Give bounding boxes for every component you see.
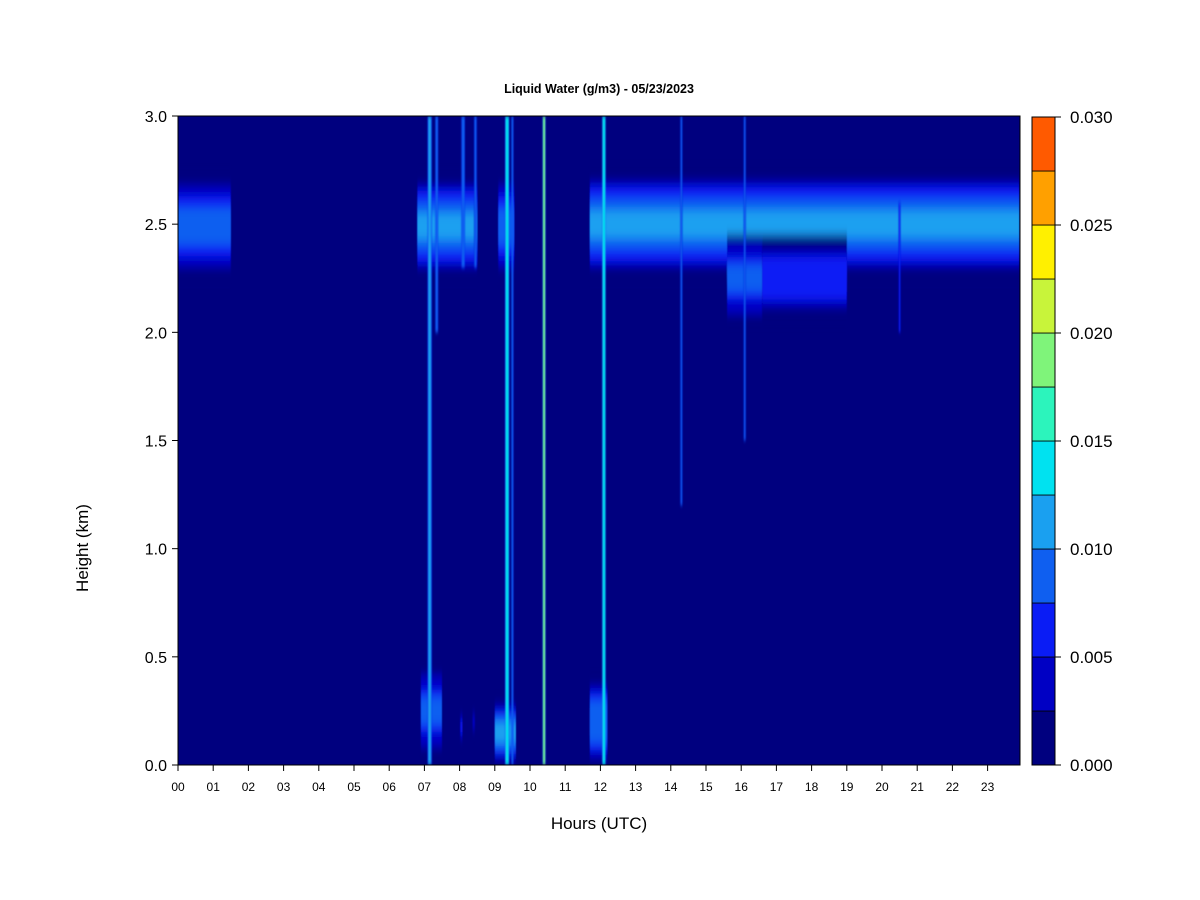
colorbar-swatch	[1031, 548, 1056, 604]
colorbar-swatch	[1031, 170, 1056, 226]
colorbar-swatch	[1031, 710, 1056, 766]
vertical-streak	[602, 116, 605, 765]
y-axis: 0.0 0.5 1.0 1.5 2.0 2.5 3.0	[145, 109, 178, 775]
x-tick-label: 04	[312, 780, 326, 794]
colorbar-tick-label: 0.030	[1070, 108, 1113, 127]
x-tick-label: 05	[347, 780, 361, 794]
colorbar-swatch	[1031, 656, 1056, 712]
colorbar-swatch	[1031, 224, 1056, 280]
vertical-streak	[543, 116, 545, 765]
x-tick-label: 23	[981, 780, 995, 794]
surface-patch	[460, 721, 463, 733]
x-axis: 00 01 02 03 04 05 06 07 08 09 10 11 12 13 14 15 16 17 18 19…	[171, 765, 995, 794]
x-tick-label: 18	[805, 780, 819, 794]
vertical-streak	[744, 116, 746, 441]
cloud-layer	[417, 213, 478, 240]
colorbar-swatch	[1031, 602, 1056, 658]
x-tick-label: 15	[699, 780, 713, 794]
x-tick-label: 10	[523, 780, 537, 794]
colorbar-tick-label: 0.025	[1070, 216, 1113, 235]
x-tick-label: 20	[875, 780, 889, 794]
colorbar-swatch	[1031, 278, 1056, 334]
x-tick-label: 00	[171, 780, 185, 794]
x-tick-label: 12	[594, 780, 608, 794]
x-tick-label: 02	[242, 780, 256, 794]
y-tick-label: 2.5	[145, 217, 167, 234]
vertical-streak	[505, 116, 509, 765]
colorbar-swatch	[1031, 116, 1056, 172]
vertical-streaks	[427, 116, 901, 765]
x-tick-label: 08	[453, 780, 467, 794]
x-tick-label: 03	[277, 780, 291, 794]
x-tick-label: 21	[911, 780, 925, 794]
y-tick-label: 3.0	[145, 109, 167, 126]
vertical-streak	[474, 116, 477, 268]
plot-area	[177, 115, 1021, 766]
x-tick-label: 16	[735, 780, 749, 794]
x-tick-label: 06	[383, 780, 397, 794]
y-tick-label: 0.0	[145, 758, 167, 775]
colorbar-tick-label: 0.000	[1070, 756, 1113, 775]
x-axis-label: Hours (UTC)	[551, 814, 647, 833]
colorbar-tick-label: 0.010	[1070, 540, 1113, 559]
heatmap-field	[178, 116, 1020, 765]
colorbar-tick-label: 0.015	[1070, 432, 1113, 451]
x-tick-label: 22	[946, 780, 960, 794]
vertical-streak	[428, 116, 431, 765]
cloud-layers	[178, 170, 1020, 765]
vertical-streak	[511, 116, 514, 765]
x-tick-label: 14	[664, 780, 678, 794]
y-tick-label: 1.0	[145, 542, 167, 559]
colorbar-tick-label: 0.005	[1070, 648, 1113, 667]
x-tick-label: 17	[770, 780, 784, 794]
colorbar-swatch	[1031, 332, 1056, 388]
x-tick-label: 19	[840, 780, 854, 794]
x-tick-label: 09	[488, 780, 502, 794]
x-tick-label: 07	[418, 780, 432, 794]
x-tick-label: 13	[629, 780, 643, 794]
x-tick-label: 01	[207, 780, 221, 794]
colorbar-swatch	[1031, 386, 1056, 442]
colorbar: 0.000 0.005 0.010 0.015 0.020 0.025 0.030	[1031, 108, 1113, 775]
chart-title: Liquid Water (g/m3) - 05/23/2023	[504, 82, 694, 96]
surface-patch	[472, 718, 475, 726]
y-axis-label: Height (km)	[73, 504, 92, 592]
x-tick-label: 11	[559, 780, 572, 794]
y-tick-label: 0.5	[145, 650, 167, 667]
y-tick-label: 1.5	[145, 434, 167, 451]
cloud-layer	[178, 213, 231, 240]
colorbar-swatch	[1031, 440, 1056, 496]
drizzle-band	[762, 264, 847, 293]
colorbar-tick-label: 0.020	[1070, 324, 1113, 343]
vertical-streak	[435, 116, 438, 333]
y-tick-label: 2.0	[145, 325, 167, 342]
vertical-streak	[680, 116, 682, 506]
vertical-streak	[899, 202, 901, 333]
cloud-layer	[589, 210, 1020, 239]
colorbar-swatch	[1031, 494, 1056, 550]
vertical-streak	[462, 116, 465, 268]
